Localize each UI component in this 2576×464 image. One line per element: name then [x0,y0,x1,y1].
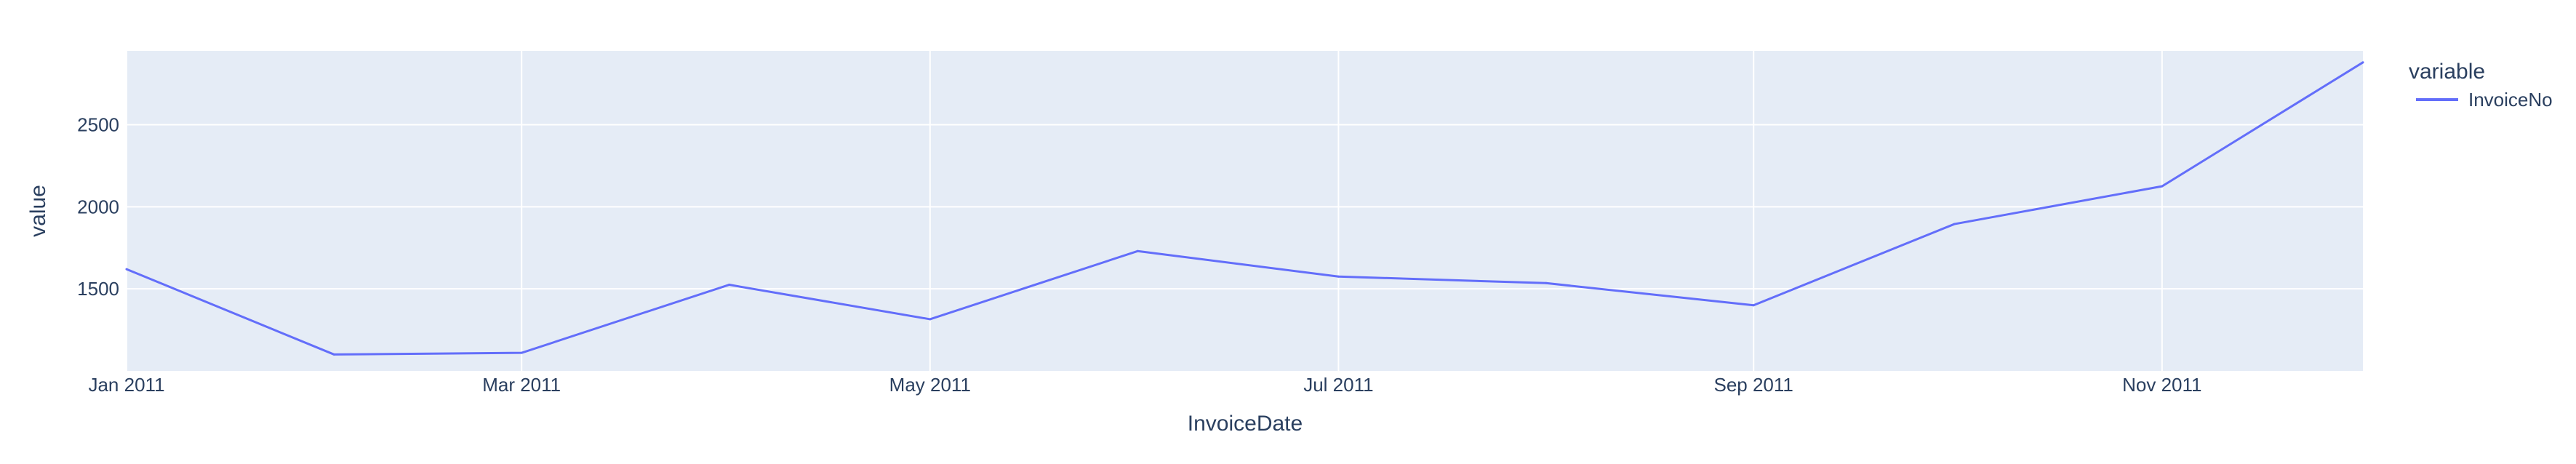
data-point [1136,249,1139,252]
data-point [2361,61,2364,64]
y-tick-label: 2500 [77,114,119,136]
y-axis-ticks: 1500 2000 2500 [77,114,119,300]
data-point [125,268,128,271]
legend[interactable]: variable InvoiceNo [2409,60,2553,111]
x-tick-label: Jan 2011 [88,374,164,396]
grid-lines [126,51,2363,371]
y-axis-title: value [26,185,50,237]
x-axis-title: InvoiceDate [1188,412,1303,436]
data-point [1752,304,1755,307]
data-point [929,318,932,321]
x-tick-label: Nov 2011 [2122,374,2201,396]
x-tick-label: Mar 2011 [482,374,561,396]
data-point [1545,281,1548,284]
data-point [728,284,731,287]
legend-label-invoiceno: InvoiceNo [2468,89,2553,111]
x-tick-label: May 2011 [889,374,971,396]
data-point [2161,185,2164,188]
data-point [1337,275,1340,278]
data-point [1953,223,1956,225]
x-tick-label: Jul 2011 [1303,374,1373,396]
data-point [332,353,335,356]
x-axis-ticks: Jan 2011 Mar 2011 May 2011 Jul 2011 Sep 2011… [88,374,2201,396]
series-group [125,61,2364,356]
data-point [520,351,523,354]
plot-background [127,51,2363,371]
x-tick-label: Sep 2011 [1713,374,1793,396]
y-tick-label: 2000 [77,196,119,217]
y-tick-label: 1500 [77,278,119,300]
series-line-invoiceno [126,61,2364,356]
legend-title: variable [2409,60,2485,84]
